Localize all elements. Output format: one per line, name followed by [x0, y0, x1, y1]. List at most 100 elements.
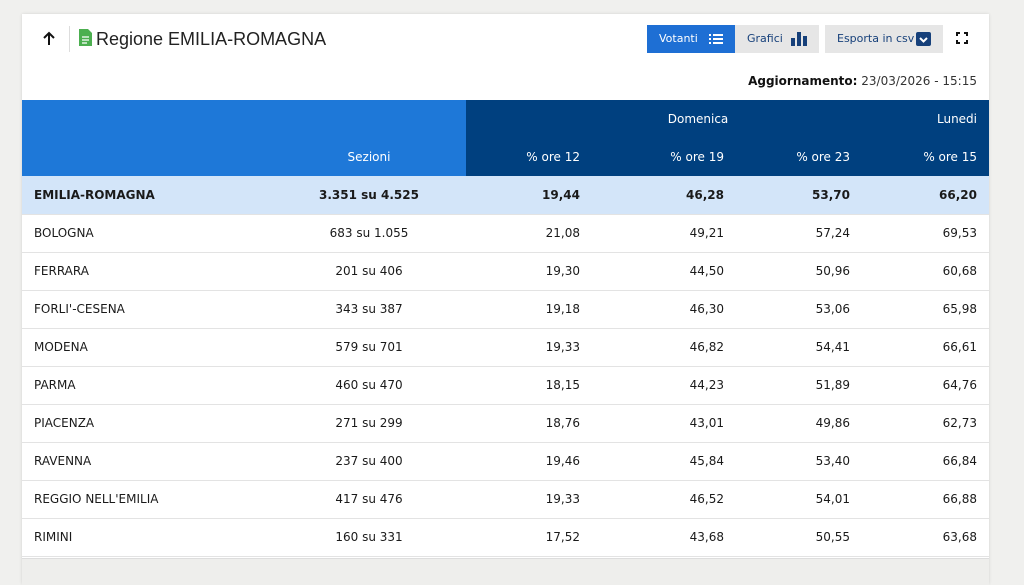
header-cell: [22, 138, 250, 176]
update-value: 23/03/2026 - 15:15: [861, 74, 977, 88]
table-cell: 45,84: [592, 442, 736, 481]
table-cell: 54,41: [736, 328, 863, 367]
table-cell: 343 su 387: [250, 290, 466, 329]
table-cell: 53,70: [736, 176, 863, 215]
table-cell: 237 su 400: [250, 442, 466, 481]
table-row: FORLI'-CESENA 343 su 387 19,18 46,30 53,06 65…: [22, 290, 990, 329]
table-cell: 62,73: [862, 404, 990, 443]
table-cell: 54,01: [736, 480, 863, 519]
column-row: Sezioni% ore 12% ore 19% ore 23% ore 15: [22, 138, 990, 176]
table-cell: 44,23: [592, 366, 736, 405]
group-header: Domenica: [466, 100, 863, 138]
table-cell: BOLOGNA: [22, 214, 250, 253]
separator: [69, 26, 70, 52]
table-cell: 19,18: [466, 290, 592, 329]
table-cell: FORLI'-CESENA: [22, 290, 250, 329]
table-row: BOLOGNA 683 su 1.055 21,08 49,21 57,24 69,53: [22, 214, 990, 253]
table-cell: MODENA: [22, 328, 250, 367]
table-row: RAVENNA 237 su 400 19,46 45,84 53,40 66,84: [22, 442, 990, 481]
table-cell: EMILIA-ROMAGNA: [22, 176, 250, 215]
table-cell: 49,86: [736, 404, 863, 443]
data-table: Domenica Lunedi Sezioni% ore 12% ore 19%…: [22, 100, 990, 557]
table-cell: REGGIO NELL'EMILIA: [22, 480, 250, 519]
table-cell: 683 su 1.055: [250, 214, 466, 253]
table-cell: 201 su 406: [250, 252, 466, 291]
footer: [22, 558, 989, 585]
fullscreen-icon[interactable]: [956, 32, 968, 44]
table-cell: 19,30: [466, 252, 592, 291]
table-head: Domenica Lunedi Sezioni% ore 12% ore 19%…: [22, 100, 990, 176]
table-cell: 417 su 476: [250, 480, 466, 519]
button-label: Esporta in csv: [837, 32, 915, 45]
table-cell: 579 su 701: [250, 328, 466, 367]
table-row: MODENA 579 su 701 19,33 46,82 54,41 66,61: [22, 328, 990, 367]
table-cell: 43,68: [592, 518, 736, 557]
table-row: RIMINI 160 su 331 17,52 43,68 50,55 63,68: [22, 518, 990, 557]
table-cell: 66,88: [862, 480, 990, 519]
table-cell: 46,52: [592, 480, 736, 519]
column-header: % ore 12: [466, 138, 592, 176]
column-header: % ore 23: [736, 138, 863, 176]
table-cell: 51,89: [736, 366, 863, 405]
table-cell: RAVENNA: [22, 442, 250, 481]
table-cell: 69,53: [862, 214, 990, 253]
table-cell: 63,68: [862, 518, 990, 557]
table-cell: 271 su 299: [250, 404, 466, 443]
export-button[interactable]: Esporta in csv: [825, 25, 943, 53]
table-cell: PIACENZA: [22, 404, 250, 443]
table-cell: 18,76: [466, 404, 592, 443]
column-header: Sezioni: [250, 138, 466, 176]
document-icon: [79, 29, 92, 46]
table-cell: 19,46: [466, 442, 592, 481]
table-row: FERRARA 201 su 406 19,30 44,50 50,96 60,68: [22, 252, 990, 291]
table-row: PARMA 460 su 470 18,15 44,23 51,89 64,76: [22, 366, 990, 405]
table-cell: 57,24: [736, 214, 863, 253]
table-cell: 64,76: [862, 366, 990, 405]
votanti-button[interactable]: Votanti: [647, 25, 735, 53]
title: Regione EMILIA-ROMAGNA: [96, 29, 327, 49]
table-row: REGGIO NELL'EMILIA 417 su 476 19,33 46,52 54…: [22, 480, 990, 519]
table-cell: 65,98: [862, 290, 990, 329]
table-cell: 66,20: [862, 176, 990, 215]
table-cell: 160 su 331: [250, 518, 466, 557]
table-cell: 21,08: [466, 214, 592, 253]
table-cell: 460 su 470: [250, 366, 466, 405]
table-cell: 60,68: [862, 252, 990, 291]
table-cell: 50,55: [736, 518, 863, 557]
table-body: EMILIA-ROMAGNA 3.351 su 4.525 19,44 46,28 53…: [22, 176, 990, 557]
table-cell: 53,06: [736, 290, 863, 329]
table-cell: 46,28: [592, 176, 736, 215]
table-cell: 43,01: [592, 404, 736, 443]
group-row: Domenica Lunedi: [22, 100, 990, 138]
table-cell: 66,61: [862, 328, 990, 367]
table-cell: PARMA: [22, 366, 250, 405]
download-icon: [916, 32, 931, 46]
bar-icon: [791, 32, 807, 46]
update-info: Aggiornamento: 23/03/2026 - 15:15: [748, 74, 977, 88]
table-cell: 19,44: [466, 176, 592, 215]
table-row: EMILIA-ROMAGNA 3.351 su 4.525 19,44 46,28 53…: [22, 176, 990, 215]
table-cell: 46,30: [592, 290, 736, 329]
table-cell: 19,33: [466, 480, 592, 519]
list-icon: [709, 34, 723, 44]
table-cell: RIMINI: [22, 518, 250, 557]
grafici-button[interactable]: Grafici: [735, 25, 819, 53]
table-cell: 44,50: [592, 252, 736, 291]
button-label: Votanti: [659, 32, 698, 45]
table-cell: FERRARA: [22, 252, 250, 291]
update-label: Aggiornamento:: [748, 74, 858, 88]
table-cell: 19,33: [466, 328, 592, 367]
table-cell: 49,21: [592, 214, 736, 253]
table-cell: 50,96: [736, 252, 863, 291]
column-header: % ore 15: [862, 138, 990, 176]
column-header: % ore 19: [592, 138, 736, 176]
back-button[interactable]: [40, 30, 58, 48]
table-cell: 66,84: [862, 442, 990, 481]
table-cell: 53,40: [736, 442, 863, 481]
card: Regione EMILIA-ROMAGNA Votanti Grafici E…: [22, 14, 990, 585]
header-cell: [22, 100, 466, 138]
group-header: Lunedi: [862, 100, 990, 138]
button-label: Grafici: [747, 32, 783, 45]
